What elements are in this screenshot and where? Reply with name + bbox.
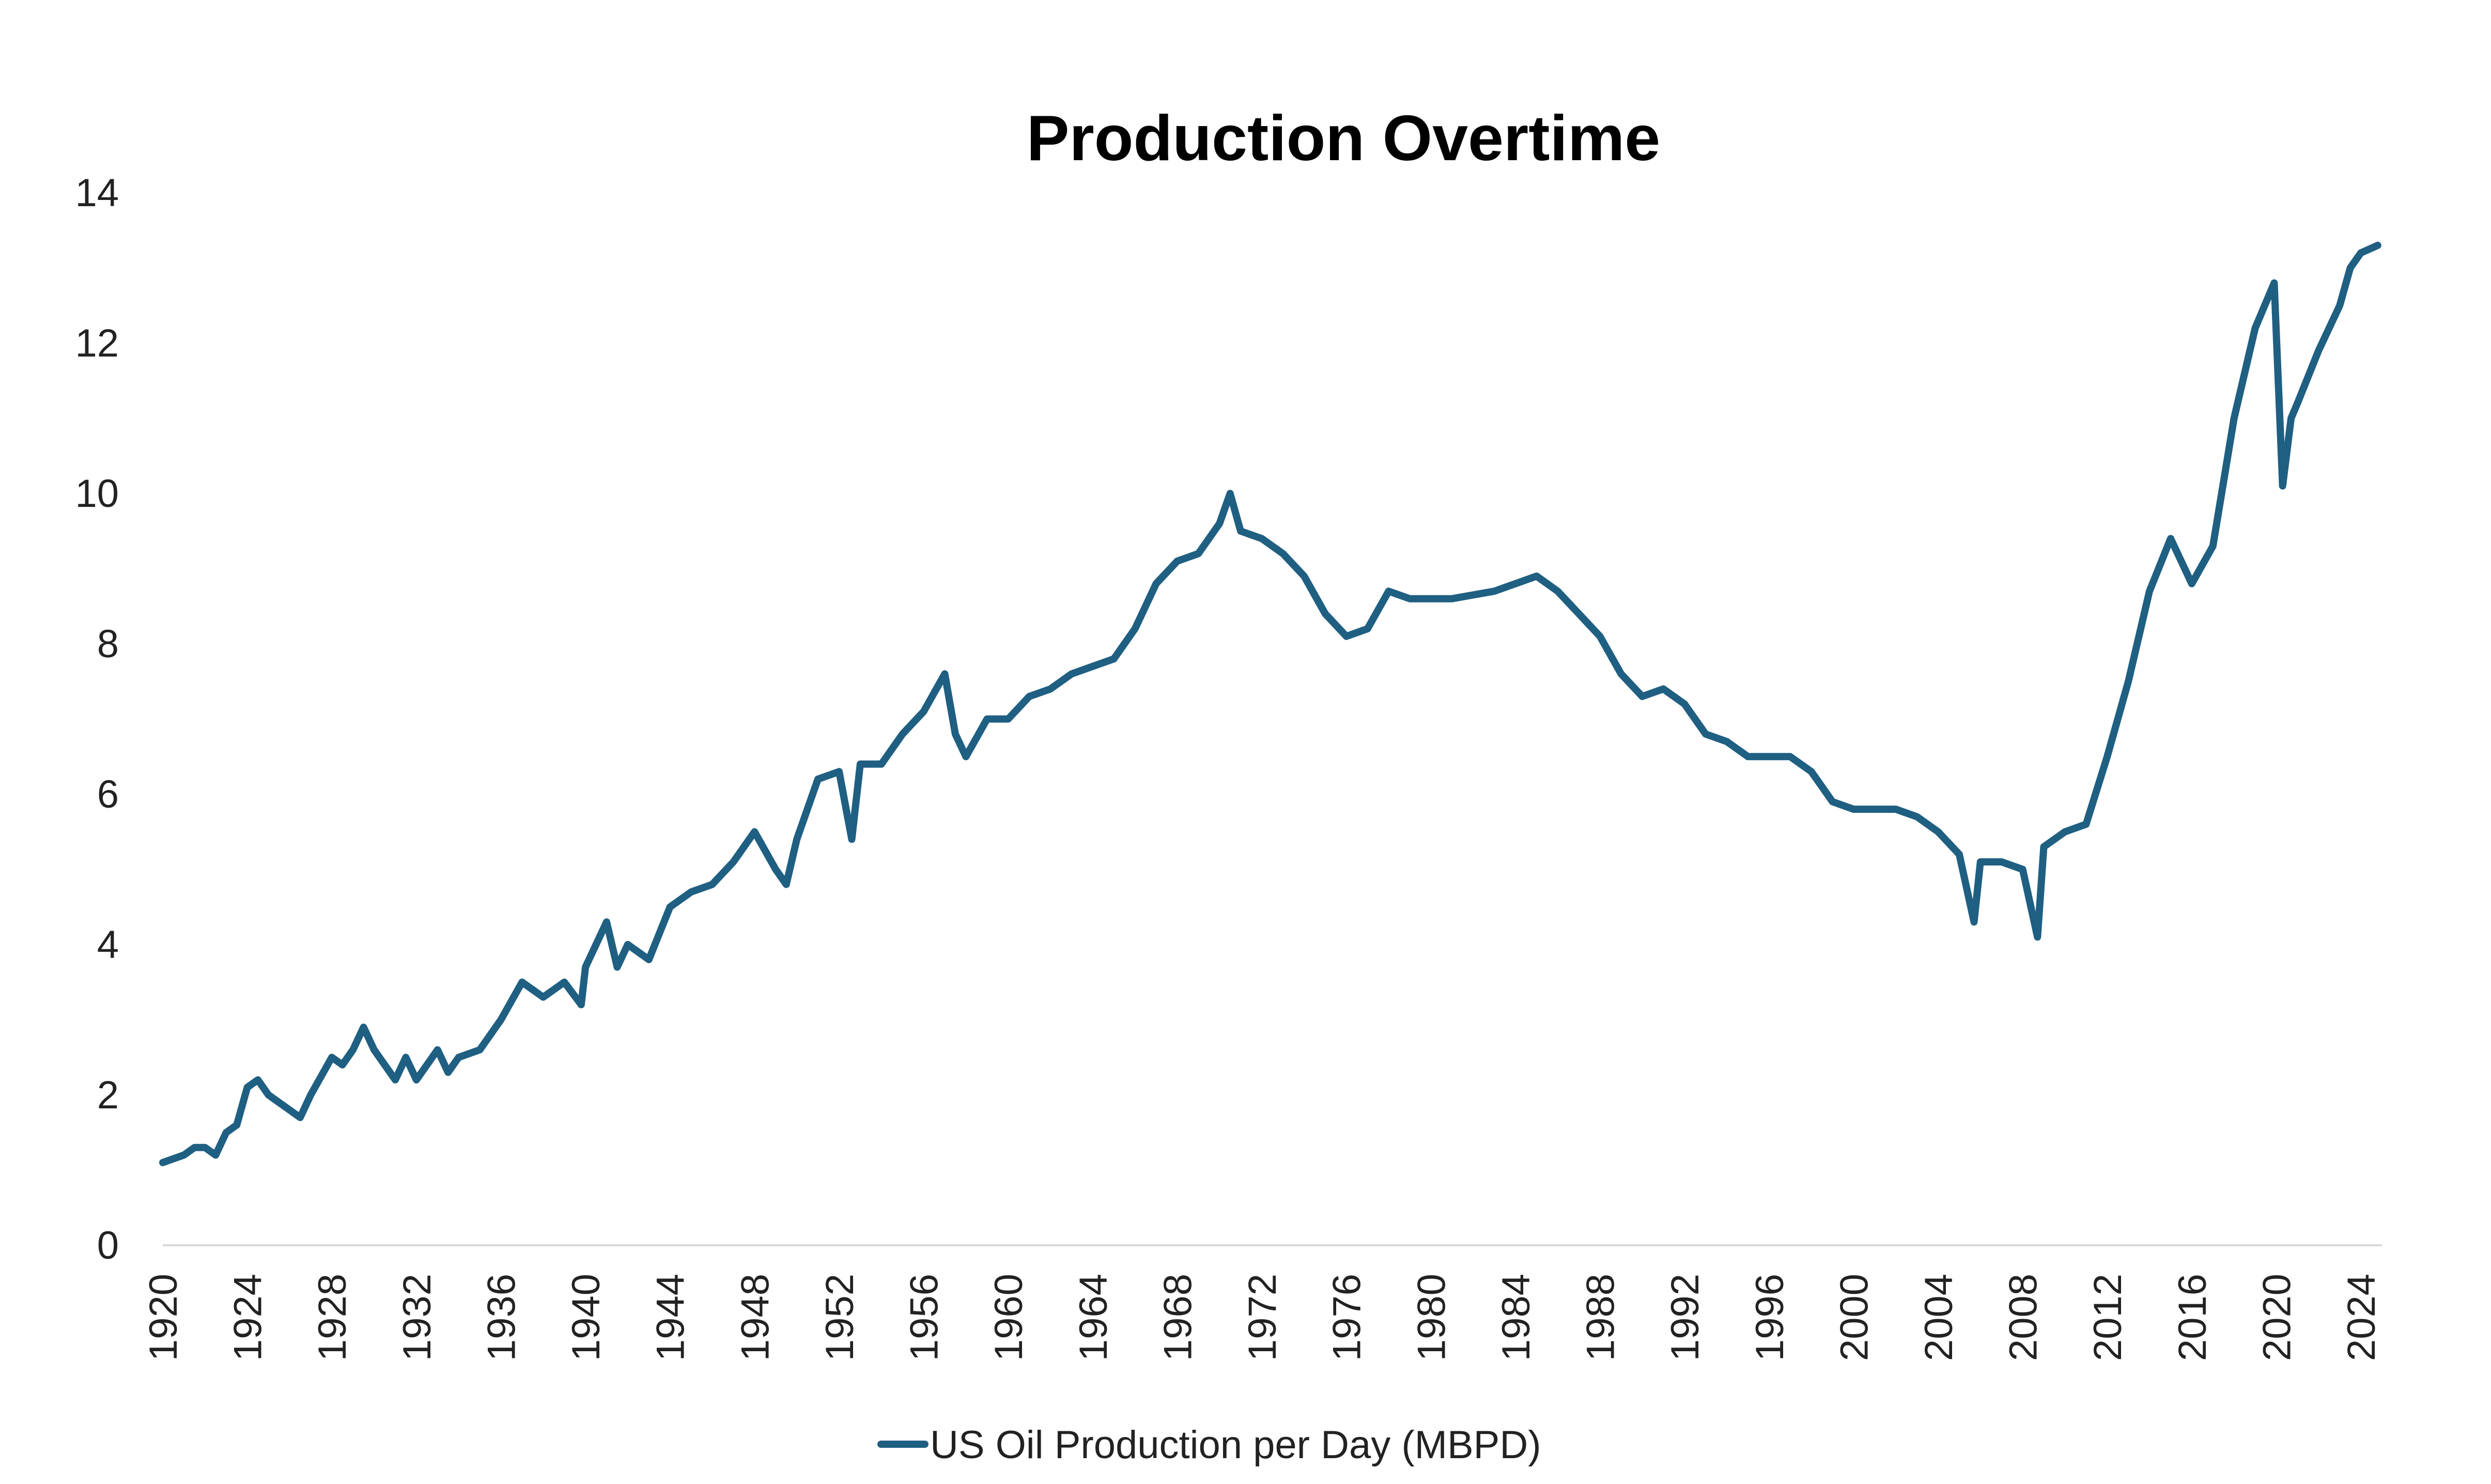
x-tick-label: 2024	[2340, 1274, 2384, 1361]
x-tick-label: 1928	[311, 1274, 354, 1361]
y-tick-label: 2	[97, 1073, 119, 1117]
y-tick-label: 14	[75, 171, 119, 215]
x-tick-label: 1968	[1156, 1274, 1200, 1361]
y-tick-label: 10	[75, 472, 119, 516]
y-tick-label: 8	[97, 622, 119, 666]
x-tick-label: 1940	[564, 1274, 608, 1361]
x-tick-label: 1952	[818, 1274, 862, 1361]
x-tick-label: 2016	[2171, 1274, 2215, 1361]
y-tick-label: 4	[97, 923, 119, 967]
y-tick-label: 6	[97, 772, 119, 816]
x-tick-label: 1988	[1579, 1274, 1623, 1361]
x-tick-label: 1996	[1748, 1274, 1792, 1361]
x-tick-label: 2008	[2002, 1274, 2046, 1361]
x-tick-label: 1932	[395, 1274, 439, 1361]
x-tick-label: 1976	[1325, 1274, 1369, 1361]
series-line-us-oil-production	[159, 241, 2381, 1166]
x-tick-label: 1944	[649, 1274, 693, 1361]
x-tick-label: 1936	[479, 1274, 523, 1361]
y-tick-label: 12	[75, 321, 119, 365]
x-tick-label: 1984	[1494, 1274, 1538, 1361]
y-tick-label: 0	[97, 1224, 119, 1267]
x-tick-label: 2020	[2255, 1274, 2299, 1361]
legend[interactable]: US Oil Production per Day (MBPD)	[877, 1423, 1541, 1467]
x-tick-label: 1960	[987, 1274, 1031, 1361]
legend-label: US Oil Production per Day (MBPD)	[930, 1423, 1541, 1467]
x-tick-label: 1992	[1663, 1274, 1707, 1361]
x-tick-label: 1948	[733, 1274, 777, 1361]
x-tick-label: 1924	[226, 1274, 270, 1361]
x-tick-label: 1920	[142, 1274, 185, 1361]
x-axis: 1920 1924 1928 1932 1936 1940 1944 1948 1952 1956…	[142, 1274, 2384, 1361]
x-tick-label: 2012	[2086, 1274, 2130, 1361]
x-tick-label: 1972	[1241, 1274, 1285, 1361]
y-axis: 0 2 4 6 8 10 12 14	[75, 171, 119, 1267]
x-tick-label: 1964	[1072, 1274, 1116, 1361]
x-tick-label: 1956	[903, 1274, 947, 1361]
x-tick-label: 2004	[1917, 1274, 1961, 1361]
x-tick-label: 2000	[1832, 1274, 1876, 1361]
x-tick-label: 1980	[1410, 1274, 1453, 1361]
chart-title: Production Overtime	[1027, 103, 1660, 174]
